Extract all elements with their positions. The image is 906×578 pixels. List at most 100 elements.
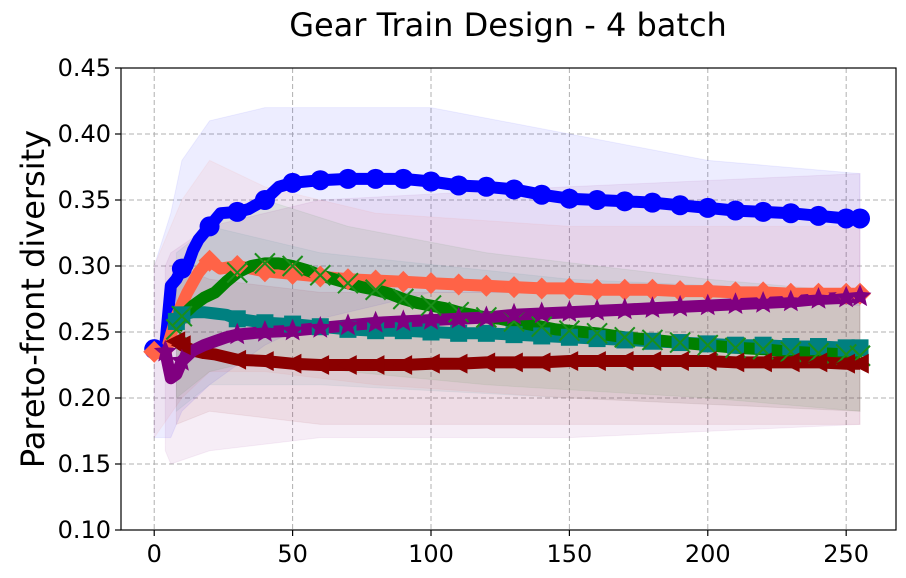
data-point-square [782,338,800,356]
data-point-star [641,296,664,318]
data-point-triangle-left [835,353,855,374]
data-point-circle [808,205,829,226]
data-point-circle [780,203,801,224]
data-point-square [450,324,468,342]
data-point-circle [670,195,691,216]
y-tick-label: 0.30 [58,252,111,280]
y-tick-label: 0.25 [58,318,111,346]
data-point-star [668,294,692,317]
data-point-diamond [696,280,719,303]
data-point-x [309,264,331,286]
tick-layer: 0 50 100 150 200 250 0.10 0.15 0.20 0.25 0.30 0.35 0… [58,54,870,568]
data-point-triangle-left [226,349,247,370]
data-point-triangle-left [696,351,717,371]
x-tick-label: 150 [546,540,592,568]
data-point-x [364,279,387,301]
data-point-diamond [641,278,664,301]
data-point-circle [642,192,663,213]
data-point-triangle-left [281,353,302,374]
data-point-square [588,330,606,348]
data-point-x [171,305,193,327]
data-point-circle [725,200,746,221]
data-point-triangle-left [613,351,634,371]
data-point-triangle-left [669,351,689,371]
data-point-x [254,252,276,275]
data-point-circle [337,168,358,189]
data-point-diamond [336,268,359,291]
data-point-diamond [281,262,304,285]
data-point-diamond [226,255,249,277]
data-point-diamond [503,276,526,299]
data-point-square [726,336,744,354]
data-point-circle [559,188,580,209]
data-point-circle [254,190,275,210]
data-point-star [447,306,471,329]
data-point-star [834,285,858,308]
data-point-circle [393,168,414,189]
data-point-circle [476,176,497,197]
data-point-diamond [530,277,553,300]
data-point-circle [227,201,248,222]
data-point-x [669,331,691,354]
data-point-x [641,329,664,351]
data-point-star [153,339,177,362]
data-point-x [226,261,248,284]
data-point-square [616,331,634,349]
data-point-diamond [613,278,636,301]
x-tick-label: 50 [277,540,308,568]
data-point-star [253,320,277,342]
data-point-square [477,324,495,342]
data-point-circle [504,179,525,200]
x-tick-label: 200 [685,540,731,568]
data-point-star [419,308,443,330]
data-point-diamond [198,249,221,272]
data-point-diamond [420,272,442,295]
data-point-x [697,334,719,356]
data-point-star [364,310,388,333]
data-point-star [391,309,415,332]
data-point-star [281,318,304,341]
data-point-star [696,293,720,316]
data-point-star [807,287,830,309]
data-point-circle [753,201,774,222]
data-point-square [228,310,246,328]
x-tick-label: 250 [823,540,869,568]
data-point-triangle-left [170,335,191,356]
data-point-triangle-left [807,352,828,373]
data-point-triangle-left [752,352,772,373]
data-point-circle [850,208,871,229]
plot-frame [120,67,897,531]
data-point-triangle-left [724,352,745,373]
data-point-triangle-left [336,355,357,375]
data-point-star [779,289,803,312]
y-tick-label: 0.10 [58,516,111,544]
data-point-triangle-left [309,355,330,375]
data-point-diamond [586,278,609,301]
y-tick-label: 0.40 [58,120,111,148]
data-point-diamond [447,273,470,296]
data-point-x [558,319,581,342]
data-point-x [392,288,415,310]
data-point-circle [836,208,857,229]
data-point-diamond [392,270,415,293]
data-point-circle [171,258,192,279]
data-point-square [754,336,772,354]
data-point-circle [448,175,469,196]
data-point-star [308,316,332,338]
data-point-star [613,297,637,320]
data-point-triangle-left [420,353,440,374]
data-point-circle [310,170,331,191]
data-point-circle [282,172,303,193]
data-point-triangle-left [641,351,662,371]
data-point-x [337,272,359,294]
data-point-star [751,291,775,313]
data-point-triangle-left [447,353,468,374]
data-point-star [336,313,360,336]
data-point-star [558,300,581,322]
marker-layer [143,168,872,375]
data-point-star [530,301,554,324]
data-point-star [848,284,872,307]
data-point-diamond [253,260,276,283]
data-point-diamond [364,269,387,292]
